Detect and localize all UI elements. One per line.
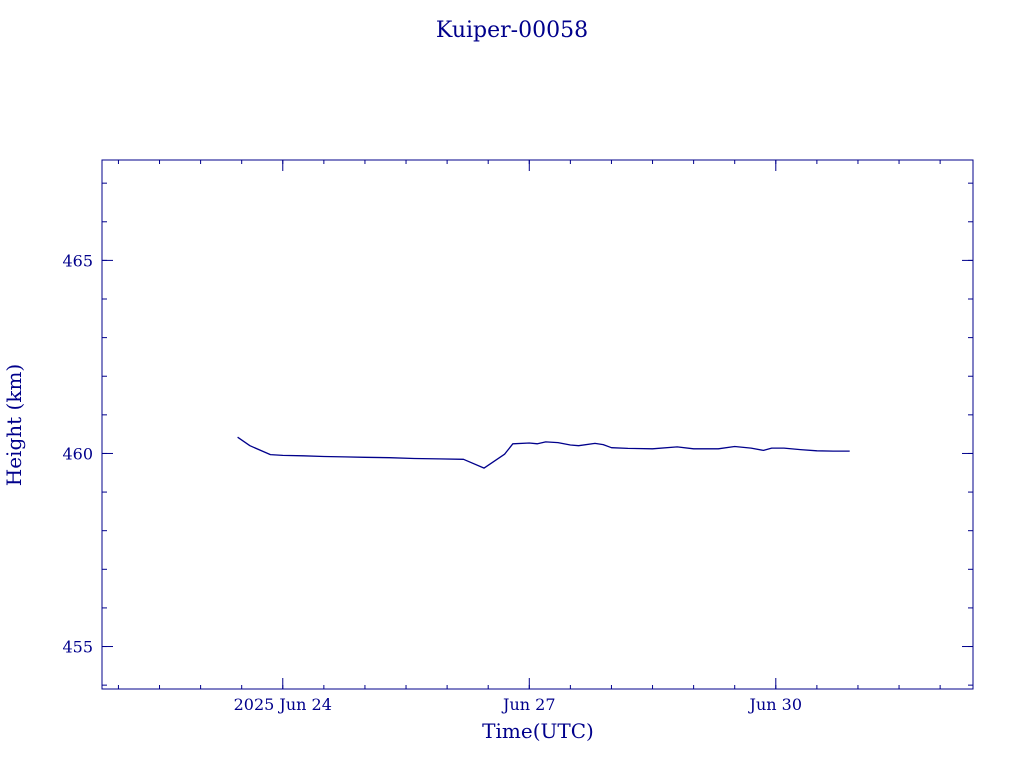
y-axis: 455 460 465 [62,182,973,686]
y-tick-label: 460 [62,444,93,463]
y-tick-label: 455 [62,638,93,657]
x-tick-label: Jun 27 [501,695,555,714]
x-tick-label: Jun 30 [748,695,802,714]
x-tick-label: 2025 Jun 24 [234,695,332,714]
series-line-0 [237,436,850,469]
x-axis-label: Time(UTC) [482,719,594,743]
y-axis-label: Height (km) [2,364,26,486]
y-tick-label: 465 [62,251,93,270]
x-axis: 2025 Jun 24 Jun 27 Jun 30 [117,160,941,714]
chart-title: Kuiper-00058 [436,18,588,43]
series-layer [237,436,850,469]
plot-frame [101,159,974,690]
